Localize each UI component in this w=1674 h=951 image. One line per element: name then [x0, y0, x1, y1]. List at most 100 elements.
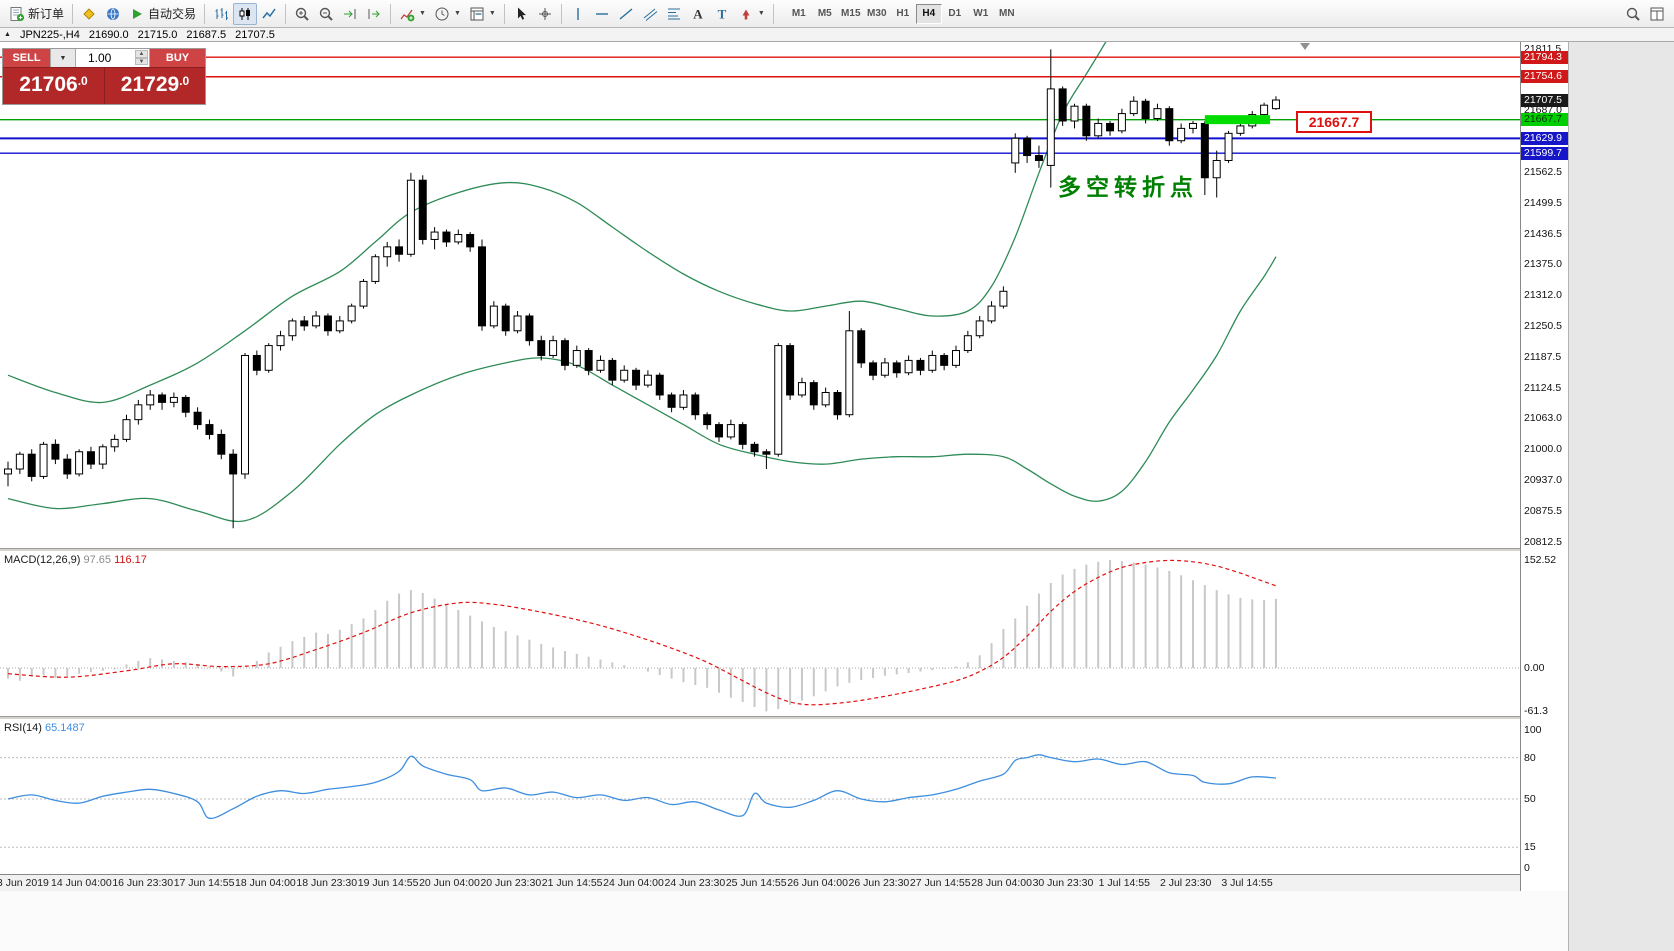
buy-price[interactable]: 21729 .0: [104, 68, 205, 104]
time-tick: 24 Jun 23:30: [664, 877, 726, 889]
timeframe-m30[interactable]: M30: [867, 8, 887, 19]
chart-region: SELL ▼ 1.00 ▲ ▼ BUY 21706 .0 21729 .: [0, 42, 1674, 951]
toolbar-buttons: 新订单 自动交易 ▼ ▼ ▼ A T ▼: [5, 2, 778, 25]
cursor-button[interactable]: [509, 3, 533, 25]
text-icon: A: [693, 6, 703, 21]
timeframe-m1[interactable]: M1: [791, 8, 806, 19]
zoom-out-button[interactable]: [314, 3, 338, 25]
toolbar-separator: [72, 3, 74, 24]
price-axis[interactable]: 21811.5 21687.0 21562.5 21499.5 21436.5 21375…: [1520, 42, 1569, 891]
buy-price-main: 21729: [120, 73, 180, 96]
vertical-line-button[interactable]: [566, 3, 590, 25]
indicators-button[interactable]: ▼: [395, 3, 430, 25]
timeframe-m5[interactable]: M5: [817, 8, 832, 19]
timeframe-m15[interactable]: M15: [841, 8, 861, 19]
sell-price[interactable]: 21706 .0: [3, 68, 104, 104]
templates-icon: [470, 7, 484, 20]
highlight-level-segment[interactable]: [1204, 115, 1271, 125]
fibonacci-button[interactable]: [662, 3, 686, 25]
time-tick: 2 Jul 23:30: [1159, 877, 1212, 889]
time-tick: 19 Jun 14:55: [357, 877, 419, 889]
trendline-button[interactable]: [614, 3, 638, 25]
panel-separator-macd[interactable]: [0, 548, 1568, 552]
timeframe-mn[interactable]: MN: [999, 8, 1015, 19]
chart-shift-marker[interactable]: [1300, 43, 1310, 50]
time-tick: 27 Jun 14:55: [909, 877, 971, 889]
rsi-name: RSI(14): [4, 722, 42, 734]
price-tick: 20875.5: [1524, 504, 1562, 517]
auto-scroll-button[interactable]: [338, 3, 362, 25]
arrows-button[interactable]: ▼: [734, 3, 769, 25]
buy-button[interactable]: BUY: [150, 49, 205, 67]
toolbar-separator: [503, 3, 505, 24]
sell-button[interactable]: SELL: [3, 49, 50, 67]
time-tick: 26 Jun 04:00: [787, 877, 848, 889]
time-tick: 3 Jul 14:55: [1221, 877, 1273, 889]
new-order-button[interactable]: 新订单: [5, 3, 68, 25]
text-label-button[interactable]: T: [710, 3, 734, 25]
macd-pane[interactable]: MACD(12,26,9) 97.65 116.17: [0, 552, 1520, 716]
autotrading-button[interactable]: 自动交易: [125, 3, 200, 25]
zoom-in-button[interactable]: [290, 3, 314, 25]
timeframe-w1[interactable]: W1: [973, 8, 989, 19]
search-button[interactable]: [1621, 3, 1645, 25]
text-button[interactable]: A: [686, 3, 710, 25]
rsi-canvas: [0, 754, 1520, 848]
arrows-icon: [742, 9, 750, 19]
metaeditor-icon: [83, 7, 95, 20]
time-tick: 21 Jun 14:55: [541, 877, 603, 889]
right-dock-area: [1568, 42, 1674, 951]
community-button[interactable]: [101, 3, 125, 25]
panel-separator-rsi[interactable]: [0, 716, 1568, 720]
periods-button[interactable]: ▼: [430, 3, 465, 25]
time-tick: 30 Jun 23:30: [1032, 877, 1094, 889]
vertical-line-icon: [577, 7, 579, 20]
price-tick: 21312.0: [1524, 289, 1562, 302]
rsi-axis-tick: 15: [1524, 841, 1536, 854]
macd-canvas: [0, 559, 1520, 712]
indicators-dropdown-arrow: ▼: [419, 10, 426, 17]
search-icon: [1626, 7, 1640, 21]
lot-decrease-button[interactable]: ▼: [135, 57, 148, 65]
cursor-icon: [517, 7, 526, 20]
price-chart-pane[interactable]: SELL ▼ 1.00 ▲ ▼ BUY 21706 .0 21729 .: [0, 42, 1520, 548]
timeframe-d1[interactable]: D1: [948, 8, 962, 19]
macd-axis-tick: -61.3: [1524, 705, 1548, 718]
metaeditor-button[interactable]: [77, 3, 101, 25]
templates-button[interactable]: ▼: [465, 3, 500, 25]
rsi-pane[interactable]: RSI(14) 65.1487: [0, 720, 1520, 874]
horizontal-level-lines[interactable]: [0, 56, 1520, 154]
price-tick: 21063.0: [1524, 412, 1562, 425]
lot-size-input[interactable]: 1.00 ▲ ▼: [76, 49, 150, 67]
level-price-label[interactable]: 21667.7: [1296, 111, 1372, 133]
trade-options-dropdown[interactable]: ▼: [50, 49, 76, 67]
rsi-value: 65.1487: [44, 722, 85, 734]
lot-size-value: 1.00: [88, 51, 112, 65]
svg-text:A: A: [693, 6, 703, 21]
price-tick: 21124.5: [1524, 381, 1562, 394]
rsi-axis-tick: 50: [1524, 793, 1536, 805]
pivot-annotation[interactable]: 多空转折点: [1058, 174, 1198, 200]
crosshair-button[interactable]: [533, 3, 557, 25]
price-tick: 21436.5: [1524, 227, 1562, 240]
line-chart-button[interactable]: [257, 3, 281, 25]
time-tick: 20 Jun 04:00: [419, 877, 480, 889]
chart-shift-button[interactable]: [362, 3, 386, 25]
price-chart-canvas[interactable]: [0, 42, 1520, 548]
rsi-axis-tick: 100: [1524, 724, 1542, 736]
channel-button[interactable]: [638, 3, 662, 25]
bar-chart-icon: [215, 7, 229, 20]
horizontal-line-button[interactable]: [590, 3, 614, 25]
lot-increase-button[interactable]: ▲: [135, 50, 148, 58]
ohlc-open: 21690.0: [88, 28, 129, 41]
chart-icon: ▲: [4, 31, 11, 38]
line-chart-icon: [262, 8, 276, 18]
candlestick-button[interactable]: [233, 2, 258, 25]
time-tick: 26 Jun 23:30: [848, 877, 910, 889]
chart-windows-button[interactable]: [1645, 3, 1669, 25]
bar-chart-button[interactable]: [209, 3, 233, 25]
timeframe-h1[interactable]: H1: [896, 8, 910, 19]
timeframe-h4[interactable]: H4: [915, 3, 942, 24]
rsi-axis-tick: 0: [1524, 862, 1530, 874]
